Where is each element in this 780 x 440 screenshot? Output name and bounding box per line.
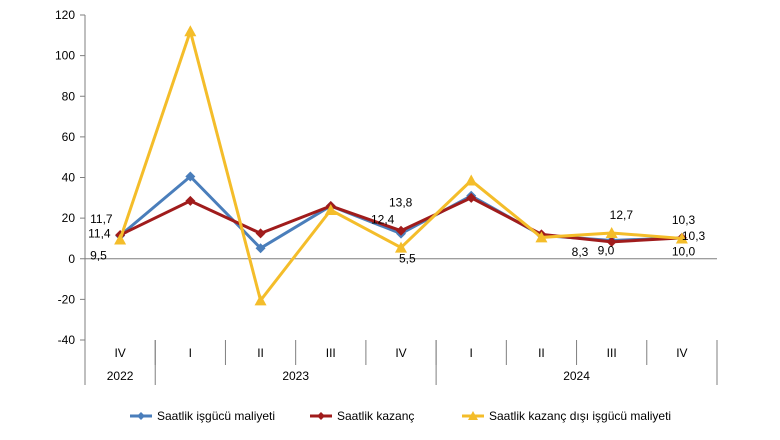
data-label: 10,3 [682, 229, 706, 243]
data-label: 12,7 [610, 208, 634, 222]
data-label: 10,0 [672, 244, 696, 258]
series-point-2 [114, 233, 127, 245]
series-point-2 [324, 204, 337, 215]
data-label: 5,5 [399, 252, 416, 266]
data-label: 8,3 [572, 245, 589, 259]
series-point-0 [255, 243, 266, 254]
series-point-2 [675, 232, 688, 244]
legend-marker-1 [317, 412, 325, 420]
y-tick-label: -20 [58, 292, 76, 306]
x-tick-label: I [189, 346, 192, 360]
data-label: 11,7 [90, 212, 113, 226]
x-tick-label: II [257, 346, 264, 360]
data-label: 10,3 [672, 213, 696, 227]
data-label: 13,8 [389, 196, 413, 210]
series-point-2 [465, 174, 478, 186]
data-label: 12,4 [371, 213, 395, 227]
x-tick-label: III [607, 346, 617, 360]
legend-label-1: Saatlik kazanç [337, 409, 414, 423]
y-tick-label: 120 [55, 8, 75, 22]
y-tick-label: 80 [62, 89, 76, 103]
legend-marker-2 [468, 411, 478, 420]
x-tick-label: I [470, 346, 473, 360]
series-point-2 [605, 226, 618, 238]
year-label: 2023 [282, 369, 309, 383]
series-point-1 [466, 192, 477, 203]
x-tick-label: IV [676, 346, 687, 360]
y-tick-label: 100 [55, 49, 75, 63]
data-label: 9,5 [90, 248, 107, 262]
year-label: 2024 [563, 369, 590, 383]
x-tick-label: IV [395, 346, 406, 360]
data-label: 11,4 [88, 227, 111, 241]
y-tick-label: -40 [58, 333, 76, 347]
y-tick-label: 40 [62, 171, 76, 185]
series-point-0 [185, 171, 196, 182]
legend-label-0: Saatlik işgücü maliyeti [157, 409, 275, 423]
y-tick-label: 60 [62, 130, 76, 144]
series-point-1 [396, 225, 406, 236]
y-tick-label: 0 [68, 252, 75, 266]
legend-label-2: Saatlik kazanç dışı işgücü maliyeti [489, 409, 671, 423]
x-tick-label: IV [114, 346, 125, 360]
series-point-1 [255, 228, 266, 239]
series-point-2 [395, 241, 407, 253]
series-point-1 [606, 236, 617, 247]
series-point-1 [185, 195, 196, 206]
y-tick-label: 20 [62, 211, 76, 225]
series-point-2 [254, 294, 267, 306]
x-tick-label: II [538, 346, 545, 360]
year-label: 2022 [107, 369, 134, 383]
legend-marker-0 [137, 412, 145, 420]
data-label: 9,0 [598, 243, 615, 257]
series-point-2 [535, 231, 548, 243]
x-tick-label: III [326, 346, 336, 360]
series-point-2 [184, 25, 197, 37]
